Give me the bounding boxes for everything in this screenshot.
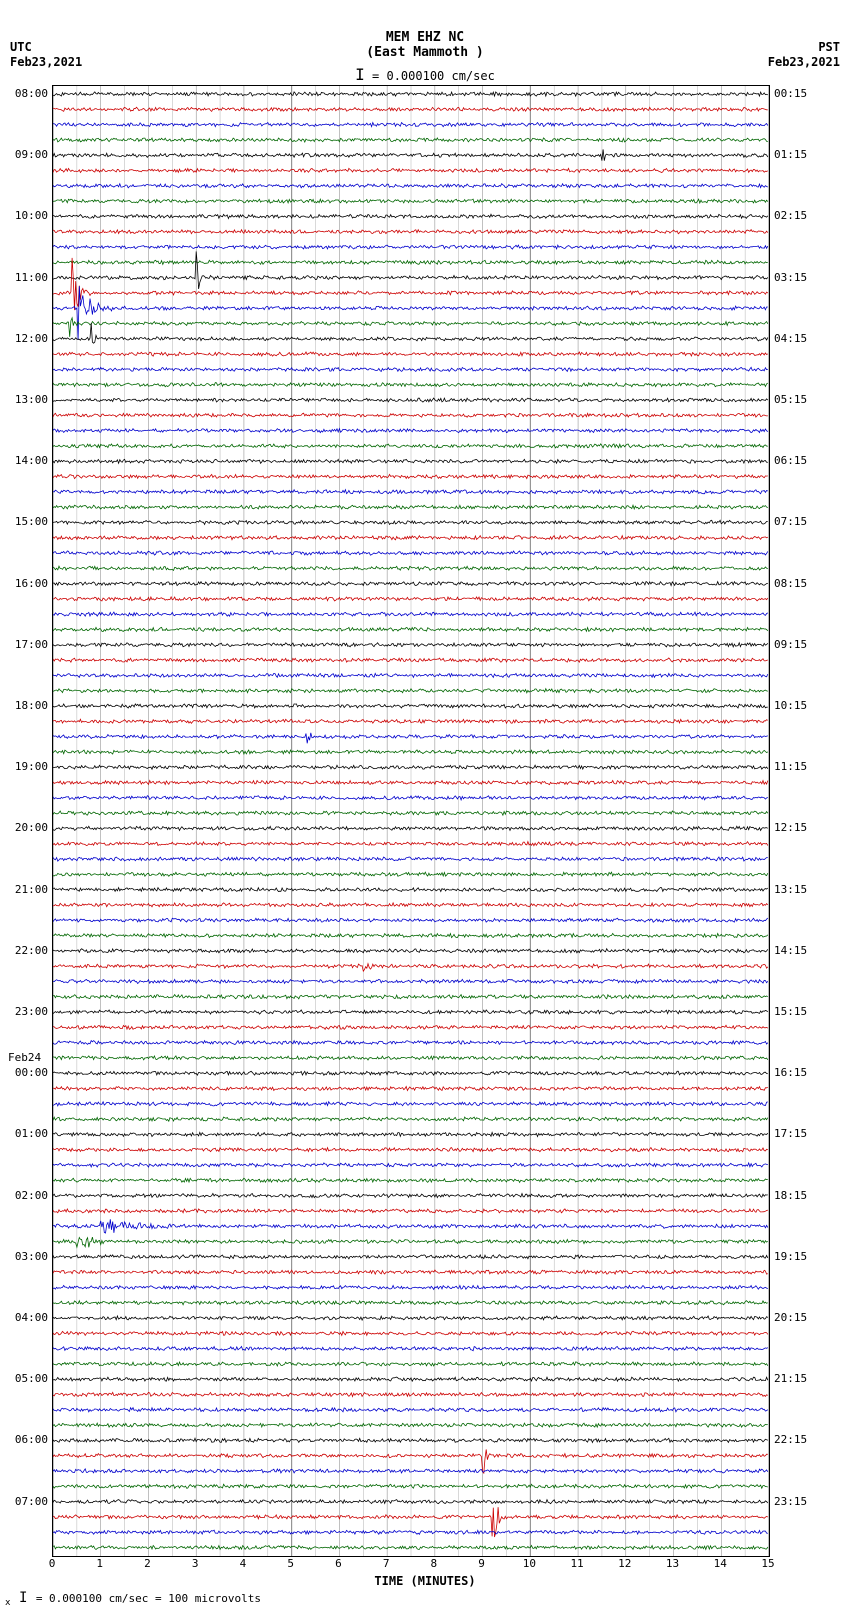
- x-tick-label: 9: [467, 1557, 497, 1570]
- plot-area: [52, 85, 770, 1557]
- right-time-label: 21:15: [774, 1372, 807, 1385]
- left-time-label: 12:00: [0, 332, 48, 345]
- seismogram-container: MEM EHZ NC (East Mammoth ) I = 0.000100 …: [0, 0, 850, 1613]
- right-time-label: 14:15: [774, 944, 807, 957]
- location-title: (East Mammoth ): [0, 45, 850, 60]
- right-time-label: 12:15: [774, 821, 807, 834]
- left-time-label: 03:00: [0, 1250, 48, 1263]
- left-time-label: 08:00: [0, 87, 48, 100]
- pst-date: Feb23,2021: [768, 55, 840, 69]
- right-time-label: 18:15: [774, 1189, 807, 1202]
- left-time-label: 11:00: [0, 271, 48, 284]
- x-tick-label: 15: [753, 1557, 783, 1570]
- feb24-label: Feb24: [8, 1051, 41, 1064]
- left-time-label: 02:00: [0, 1189, 48, 1202]
- right-time-label: 00:15: [774, 87, 807, 100]
- x-tick-label: 3: [180, 1557, 210, 1570]
- x-tick-label: 14: [705, 1557, 735, 1570]
- left-time-label: 14:00: [0, 454, 48, 467]
- right-time-label: 07:15: [774, 515, 807, 528]
- right-time-label: 15:15: [774, 1005, 807, 1018]
- right-time-label: 17:15: [774, 1127, 807, 1140]
- x-tick-label: 13: [658, 1557, 688, 1570]
- right-time-label: 10:15: [774, 699, 807, 712]
- right-time-label: 20:15: [774, 1311, 807, 1324]
- right-time-label: 11:15: [774, 760, 807, 773]
- right-time-label: 08:15: [774, 577, 807, 590]
- left-time-label: 16:00: [0, 577, 48, 590]
- pst-label: PST: [818, 40, 840, 54]
- x-tick-label: 4: [228, 1557, 258, 1570]
- right-time-label: 04:15: [774, 332, 807, 345]
- right-time-label: 23:15: [774, 1495, 807, 1508]
- x-axis-label: TIME (MINUTES): [0, 1574, 850, 1588]
- right-time-label: 22:15: [774, 1433, 807, 1446]
- left-time-label: 05:00: [0, 1372, 48, 1385]
- left-time-label: 18:00: [0, 699, 48, 712]
- left-time-label: 17:00: [0, 638, 48, 651]
- left-time-label: 19:00: [0, 760, 48, 773]
- x-tick-label: 6: [323, 1557, 353, 1570]
- left-time-label: 07:00: [0, 1495, 48, 1508]
- left-time-label: 15:00: [0, 515, 48, 528]
- x-tick-label: 8: [419, 1557, 449, 1570]
- seismogram-svg: [53, 86, 769, 1556]
- station-title: MEM EHZ NC: [0, 30, 850, 45]
- right-time-label: 13:15: [774, 883, 807, 896]
- left-time-label: 04:00: [0, 1311, 48, 1324]
- left-time-label: 01:00: [0, 1127, 48, 1140]
- left-time-label: 10:00: [0, 209, 48, 222]
- x-tick-label: 10: [514, 1557, 544, 1570]
- x-tick-label: 2: [132, 1557, 162, 1570]
- x-tick-label: 0: [37, 1557, 67, 1570]
- x-tick-label: 12: [610, 1557, 640, 1570]
- left-time-label: 06:00: [0, 1433, 48, 1446]
- right-time-label: 05:15: [774, 393, 807, 406]
- utc-label: UTC: [10, 40, 32, 54]
- right-time-label: 06:15: [774, 454, 807, 467]
- x-tick-label: 7: [371, 1557, 401, 1570]
- x-tick-label: 5: [276, 1557, 306, 1570]
- right-time-label: 01:15: [774, 148, 807, 161]
- left-time-label: 00:00: [0, 1066, 48, 1079]
- utc-date: Feb23,2021: [10, 55, 82, 69]
- left-time-label: 09:00: [0, 148, 48, 161]
- right-time-label: 19:15: [774, 1250, 807, 1263]
- left-time-label: 21:00: [0, 883, 48, 896]
- left-time-label: 22:00: [0, 944, 48, 957]
- right-time-label: 09:15: [774, 638, 807, 651]
- left-time-label: 13:00: [0, 393, 48, 406]
- right-time-label: 16:15: [774, 1066, 807, 1079]
- footer-scale: x I = 0.000100 cm/sec = 100 microvolts: [5, 1590, 261, 1608]
- right-time-label: 02:15: [774, 209, 807, 222]
- left-time-label: 23:00: [0, 1005, 48, 1018]
- scale-indicator: I = 0.000100 cm/sec: [0, 65, 850, 84]
- left-time-label: 20:00: [0, 821, 48, 834]
- x-tick-label: 1: [85, 1557, 115, 1570]
- x-tick-label: 11: [562, 1557, 592, 1570]
- right-time-label: 03:15: [774, 271, 807, 284]
